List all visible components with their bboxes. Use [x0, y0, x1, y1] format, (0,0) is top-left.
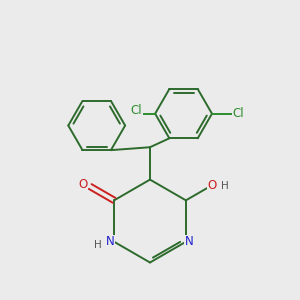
Text: H: H: [221, 181, 229, 190]
Text: N: N: [106, 235, 115, 248]
Text: O: O: [78, 178, 88, 191]
Text: Cl: Cl: [131, 104, 142, 117]
Text: Cl: Cl: [232, 107, 244, 120]
Text: N: N: [185, 235, 194, 248]
Text: O: O: [207, 179, 217, 192]
Text: H: H: [94, 240, 101, 250]
